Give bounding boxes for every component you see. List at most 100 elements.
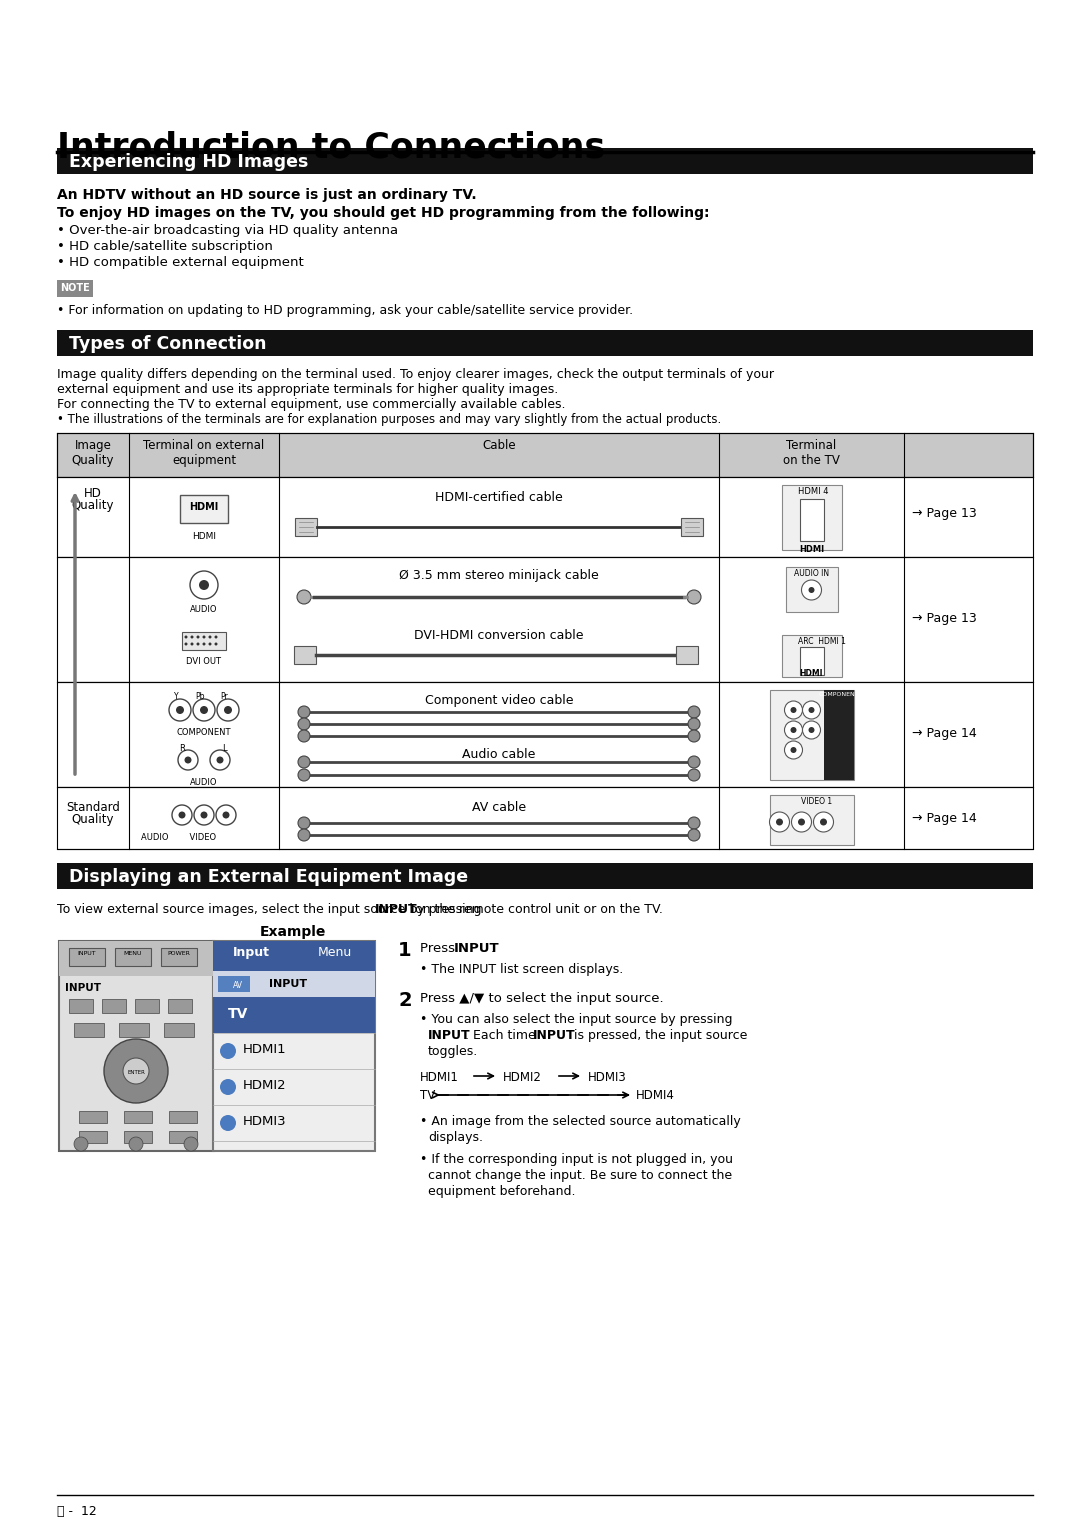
- Circle shape: [197, 635, 200, 638]
- Text: • An image from the selected source automatically: • An image from the selected source auto…: [420, 1115, 741, 1128]
- Text: is pressed, the input source: is pressed, the input source: [570, 1029, 747, 1041]
- Circle shape: [216, 805, 237, 825]
- Circle shape: [298, 756, 310, 768]
- Bar: [799, 499, 824, 541]
- Circle shape: [193, 699, 215, 721]
- Text: Quality: Quality: [71, 812, 114, 826]
- Circle shape: [801, 580, 822, 600]
- Text: equipment beforehand.: equipment beforehand.: [428, 1185, 576, 1199]
- Circle shape: [220, 1043, 237, 1060]
- Bar: [161, 948, 197, 967]
- Bar: [769, 690, 853, 780]
- Circle shape: [208, 635, 212, 638]
- Text: HDMI1: HDMI1: [243, 1043, 286, 1057]
- Bar: [57, 148, 1032, 174]
- Text: Displaying an External Equipment Image: Displaying an External Equipment Image: [69, 867, 468, 886]
- Bar: [218, 976, 249, 993]
- Text: HD: HD: [84, 487, 102, 499]
- Circle shape: [203, 635, 205, 638]
- Circle shape: [190, 635, 193, 638]
- Bar: [59, 941, 214, 1151]
- Circle shape: [298, 730, 310, 742]
- Bar: [799, 647, 824, 675]
- Text: external equipment and use its appropriate terminals for higher quality images.: external equipment and use its appropria…: [57, 383, 558, 395]
- Text: COMPONENT: COMPONENT: [177, 728, 231, 738]
- Text: Component video cable: Component video cable: [424, 693, 573, 707]
- Bar: [213, 997, 375, 1032]
- Circle shape: [220, 1080, 237, 1095]
- Circle shape: [185, 635, 188, 638]
- Circle shape: [298, 718, 310, 730]
- Text: Audio cable: Audio cable: [462, 748, 536, 760]
- Text: 2: 2: [399, 991, 411, 1009]
- Circle shape: [184, 1138, 198, 1151]
- Text: cannot change the input. Be sure to connect the: cannot change the input. Be sure to conn…: [428, 1170, 732, 1182]
- Circle shape: [688, 705, 700, 718]
- Text: AUDIO: AUDIO: [190, 605, 218, 614]
- Bar: [824, 690, 853, 780]
- Bar: [681, 518, 703, 536]
- Text: Types of Connection: Types of Connection: [69, 334, 267, 353]
- Circle shape: [802, 721, 821, 739]
- Circle shape: [123, 1058, 149, 1084]
- Circle shape: [809, 586, 814, 592]
- Bar: [69, 948, 105, 967]
- Text: → Page 13: → Page 13: [912, 507, 976, 521]
- Text: HDMI3: HDMI3: [588, 1070, 626, 1084]
- Bar: [124, 1132, 152, 1144]
- Text: • HD compatible external equipment: • HD compatible external equipment: [57, 257, 303, 269]
- Text: AUDIO IN: AUDIO IN: [794, 570, 829, 579]
- Circle shape: [777, 818, 783, 826]
- Bar: [782, 635, 841, 676]
- Bar: [57, 476, 1032, 557]
- Bar: [676, 646, 698, 664]
- Circle shape: [224, 705, 232, 715]
- Circle shape: [208, 643, 212, 646]
- Bar: [75, 1023, 104, 1037]
- Text: Pb: Pb: [195, 692, 205, 701]
- Circle shape: [216, 756, 224, 764]
- Bar: [69, 999, 93, 1012]
- Bar: [168, 1112, 197, 1122]
- Text: .: .: [491, 942, 495, 954]
- Bar: [57, 863, 1032, 889]
- Bar: [79, 1132, 107, 1144]
- Circle shape: [222, 811, 229, 818]
- Circle shape: [784, 701, 802, 719]
- Circle shape: [168, 699, 191, 721]
- Circle shape: [769, 812, 789, 832]
- Circle shape: [802, 701, 821, 719]
- Text: • If the corresponding input is not plugged in, you: • If the corresponding input is not plug…: [420, 1153, 733, 1167]
- Bar: [59, 941, 214, 976]
- Text: L: L: [221, 744, 227, 753]
- Circle shape: [298, 770, 310, 780]
- Text: INPUT: INPUT: [428, 1029, 471, 1041]
- Bar: [180, 495, 228, 524]
- Text: Press: Press: [420, 942, 459, 954]
- Circle shape: [687, 589, 701, 605]
- Text: HDMI: HDMI: [189, 502, 218, 512]
- Text: displays.: displays.: [428, 1132, 483, 1144]
- Text: Pr: Pr: [220, 692, 228, 701]
- Text: • You can also select the input source by pressing: • You can also select the input source b…: [420, 1012, 732, 1026]
- Circle shape: [75, 1138, 87, 1151]
- Text: AV: AV: [233, 980, 243, 989]
- Bar: [102, 999, 126, 1012]
- Circle shape: [784, 741, 802, 759]
- Bar: [168, 999, 192, 1012]
- Text: INPUT: INPUT: [269, 979, 307, 989]
- Text: Example: Example: [260, 925, 326, 939]
- Bar: [294, 646, 316, 664]
- Text: AV cable: AV cable: [472, 802, 526, 814]
- Text: To enjoy HD images on the TV, you should get HD programming from the following:: To enjoy HD images on the TV, you should…: [57, 206, 710, 220]
- Text: Press ▲/▼ to select the input source.: Press ▲/▼ to select the input source.: [420, 993, 663, 1005]
- Text: • HD cable/satellite subscription: • HD cable/satellite subscription: [57, 240, 273, 253]
- Text: INPUT: INPUT: [375, 902, 418, 916]
- Text: INPUT: INPUT: [454, 942, 500, 954]
- Circle shape: [298, 817, 310, 829]
- Text: 1: 1: [399, 941, 411, 960]
- Circle shape: [820, 818, 827, 826]
- Text: Y: Y: [174, 692, 178, 701]
- Bar: [168, 1132, 197, 1144]
- Circle shape: [813, 812, 834, 832]
